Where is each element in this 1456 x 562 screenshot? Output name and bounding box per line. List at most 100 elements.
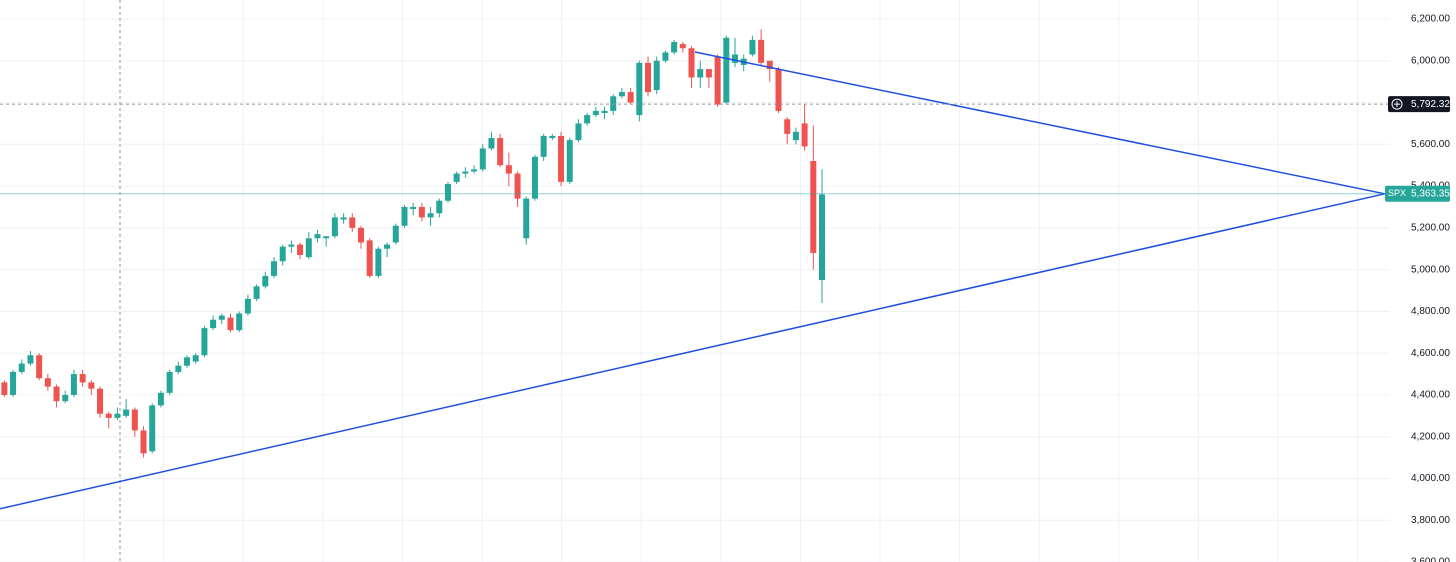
candle-body (488, 138, 495, 149)
candle-body (175, 365, 182, 372)
candle-body (236, 313, 243, 331)
candle-body (79, 374, 86, 383)
candle-body (705, 69, 712, 78)
candle-body (618, 92, 625, 97)
candle-body (227, 317, 234, 331)
candle-body (627, 92, 634, 103)
candle-body (88, 382, 95, 389)
candle-body (331, 217, 338, 237)
candle-body (645, 62, 652, 93)
candle-body (514, 173, 521, 199)
candle-body (262, 275, 269, 287)
crosshair-label: 5,792.32 (1411, 99, 1450, 110)
candle-body (540, 135, 547, 157)
candle-body (775, 69, 782, 111)
candle-body (323, 236, 330, 239)
candle-body (253, 286, 260, 299)
candle-body (801, 123, 808, 147)
y-tick-label: 4,400.00 (1411, 390, 1450, 401)
candle-body (818, 194, 825, 281)
candle-body (697, 69, 704, 78)
last-price-label: 5,363.35 (1411, 188, 1450, 199)
candle-body (288, 244, 295, 247)
candle-body (592, 110, 599, 116)
candle-body (123, 409, 130, 416)
candle-body (558, 135, 565, 182)
y-tick-label: 3,800.00 (1411, 515, 1450, 526)
candle-body (62, 394, 69, 402)
candle-body (566, 140, 573, 182)
candle-body (192, 355, 199, 362)
candle-body (36, 355, 43, 379)
y-tick-label: 4,200.00 (1411, 431, 1450, 442)
candle-body (471, 169, 478, 172)
candle-body (97, 388, 104, 414)
candle-body (357, 227, 364, 243)
candle-body (497, 138, 504, 166)
candle-body (218, 315, 225, 320)
candle-body (792, 131, 799, 141)
y-tick-label: 5,000.00 (1411, 264, 1450, 275)
candle-body (27, 355, 34, 364)
candle-body (427, 213, 434, 218)
candle-body (410, 206, 417, 210)
candle-body (479, 148, 486, 170)
candle-body (53, 386, 60, 402)
candle-body (44, 378, 51, 387)
candle-body (636, 62, 643, 116)
crosshair-label-box (1388, 96, 1450, 113)
crosshair-plus-icon (1391, 98, 1403, 110)
candle-body (305, 238, 312, 258)
candle-body (723, 37, 730, 103)
candle-body (340, 217, 347, 220)
trend-line (0, 193, 1385, 510)
candle-body (653, 60, 660, 91)
candle-body (584, 115, 591, 124)
candle-body (70, 374, 77, 395)
candle-body (157, 392, 164, 406)
candle-body (766, 60, 773, 70)
candle-body (610, 96, 617, 111)
y-tick-label: 6,000.00 (1411, 55, 1450, 66)
candle-body (131, 409, 138, 431)
candle-body (749, 39, 756, 55)
grid (0, 0, 1390, 562)
candle-body (279, 246, 286, 262)
candle-body (201, 328, 208, 356)
trend-line (694, 51, 1385, 195)
candle-body (444, 183, 451, 201)
candle-body (453, 173, 460, 182)
candle-body (18, 363, 25, 372)
last-price-tag (1385, 185, 1450, 202)
y-tick-label: 4,000.00 (1411, 473, 1450, 484)
candle-body (575, 123, 582, 141)
candle-body (392, 225, 399, 243)
candle-body (366, 240, 373, 276)
candle-body (244, 298, 251, 314)
candle-body (184, 357, 191, 366)
candle-body (314, 234, 321, 239)
candle-body (401, 206, 408, 226)
candle-body (758, 39, 765, 63)
candle-body (166, 371, 173, 393)
candle-body (375, 248, 382, 276)
candle-body (436, 200, 443, 214)
candle-body (1, 382, 8, 395)
symbol-label: SPX (1388, 188, 1406, 198)
candle-body (784, 119, 791, 134)
candle-body (10, 371, 17, 395)
candle-body (531, 156, 538, 199)
y-tick-label: 5,200.00 (1411, 222, 1450, 233)
candle-body (505, 165, 512, 174)
candle-body (662, 52, 669, 61)
candle-body (679, 44, 686, 49)
y-tick-label: 5,600.00 (1411, 139, 1450, 150)
candle-body (810, 161, 817, 253)
candle-body (349, 217, 356, 228)
y-tick-label: 4,800.00 (1411, 306, 1450, 317)
candle-body (601, 110, 608, 113)
candle-body (270, 261, 277, 276)
candle-body (462, 171, 469, 174)
